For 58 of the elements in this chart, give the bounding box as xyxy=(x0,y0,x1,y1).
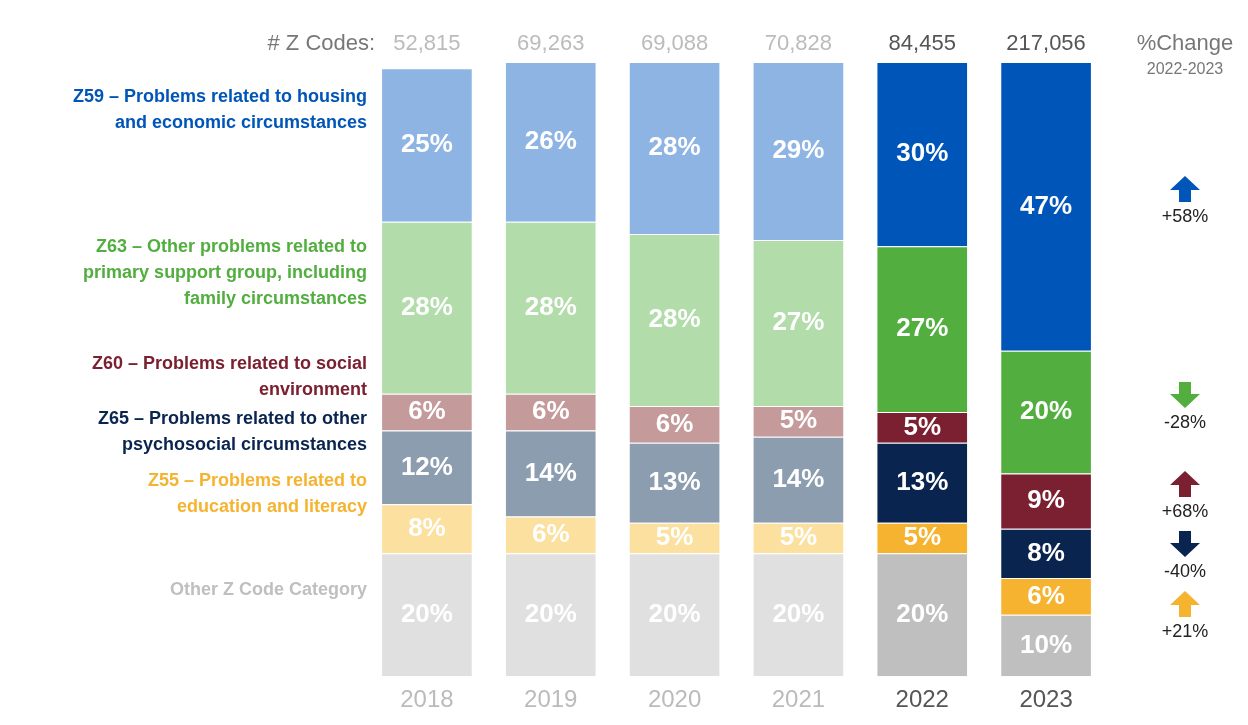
text: +58% xyxy=(1160,206,1210,228)
data-label: 6% xyxy=(531,395,570,426)
data-label: 8% xyxy=(1027,536,1065,567)
data-label: 27% xyxy=(896,312,949,343)
text: 52,815 xyxy=(393,30,461,56)
data-label: 30% xyxy=(896,137,949,168)
data-label: 8% xyxy=(408,511,446,542)
text: +68% xyxy=(1160,501,1210,523)
data-label: 13% xyxy=(648,465,701,496)
text: # Z Codes: xyxy=(267,30,376,56)
data-label: 10% xyxy=(1020,628,1073,659)
data-label: 6% xyxy=(408,395,446,426)
text: 70,828 xyxy=(764,30,833,56)
text: -28% xyxy=(1163,412,1207,434)
data-label: 12% xyxy=(400,450,453,481)
data-label: 28% xyxy=(648,131,701,162)
series-label: Z65 – Problems related to other psychosocial circumstances xyxy=(98,408,368,455)
data-label: 14% xyxy=(772,462,825,493)
data-label: 14% xyxy=(524,456,577,487)
text: +21% xyxy=(1160,621,1210,643)
data-label: 6% xyxy=(1027,579,1065,610)
text: 84,455 xyxy=(888,30,956,56)
data-label: 6% xyxy=(531,518,570,549)
data-label: 13% xyxy=(896,465,949,496)
text: 69,088 xyxy=(640,30,709,56)
x-tick-label: 2018 xyxy=(400,685,454,713)
data-label: 5% xyxy=(779,404,818,435)
text: 69,263 xyxy=(517,30,585,56)
data-label: 28% xyxy=(648,303,701,334)
series-label: Z55 – Problems related to education and literacy xyxy=(148,469,368,516)
text: -40% xyxy=(1163,561,1207,583)
data-label: 6% xyxy=(655,407,694,438)
x-tick-label: 2022 xyxy=(895,685,949,713)
text: %Change xyxy=(1135,30,1235,56)
series-label: Z59 – Problems related to housing and economic circumstances xyxy=(73,85,368,132)
x-tick-label: 2019 xyxy=(524,685,578,713)
data-label: 28% xyxy=(400,290,453,321)
data-label: 20% xyxy=(1020,395,1073,426)
text: 2022-2023 xyxy=(1145,60,1225,78)
data-label: 5% xyxy=(903,521,942,552)
x-tick-label: 2020 xyxy=(647,685,702,713)
data-label: 9% xyxy=(1027,484,1065,515)
series-label: Z60 – Problems related to social environment xyxy=(91,353,368,400)
data-label: 47% xyxy=(1020,189,1073,220)
data-label: 20% xyxy=(896,597,949,628)
series-label: Other Z Code Category xyxy=(170,578,368,599)
series-label: Z63 – Other problems related to primary support group, including family circumstances xyxy=(83,235,368,308)
data-label: 28% xyxy=(524,290,577,321)
text: 217,056 xyxy=(1006,30,1086,56)
data-label: 25% xyxy=(400,128,453,159)
x-tick-label: 2021 xyxy=(771,685,826,713)
x-tick-label: 2023 xyxy=(1019,685,1073,713)
data-label: 29% xyxy=(772,134,825,165)
data-label: 5% xyxy=(779,521,818,552)
data-label: 27% xyxy=(772,306,825,337)
data-label: 5% xyxy=(655,521,694,552)
data-label: 26% xyxy=(524,125,577,156)
data-label: 5% xyxy=(903,410,942,441)
